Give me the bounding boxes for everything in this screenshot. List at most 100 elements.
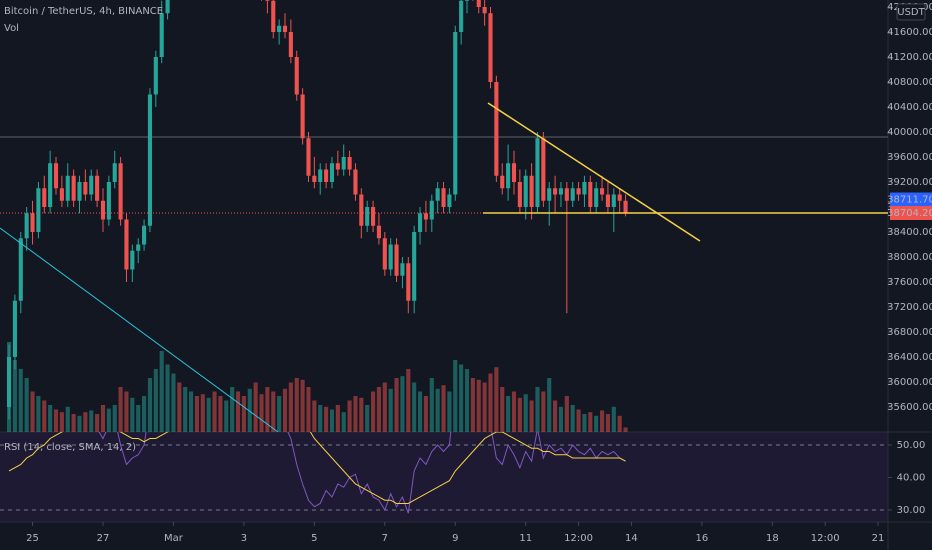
volume-bar [77,415,82,432]
symbol-title: Bitcoin / TetherUS, 4h, BINANCE [4,6,163,17]
volume-bar [447,391,452,432]
volume-bar [429,378,434,432]
candle-body [517,182,522,207]
x-tick-label: 9 [452,533,458,544]
volume-bar [417,391,423,432]
volume-bar [53,409,59,432]
y-tick-label: 39600.00 [887,152,932,163]
x-tick-label: 18 [766,533,779,544]
volume-bar [259,394,264,432]
candle-body [476,0,481,7]
x-tick-label: 25 [26,533,39,544]
volume-bar [124,391,129,432]
volume-bar [177,382,182,432]
volume-bar [617,415,622,432]
y-tick-label: 40.00 [897,472,926,483]
price-label: 38711.70 [887,195,932,206]
volume-bar [142,396,147,432]
volume-bar [277,396,282,432]
candle-body [605,194,610,207]
volume-bar [623,427,628,432]
volume-bar [470,378,475,432]
candle-body [347,157,352,170]
candle-body [511,163,517,182]
volume-bar [388,388,393,432]
candle-body [588,182,593,207]
candle-body [371,207,376,226]
volume-bar [230,387,235,432]
y-tick-label: 41200.00 [887,52,932,63]
candle-body [500,175,505,189]
volume-label: Vol [4,23,19,34]
price-pane [0,0,888,432]
volume-bar [200,394,205,432]
candle-body [89,175,94,195]
candle-body [65,175,70,201]
drawings [0,102,888,432]
volume-bar [65,406,70,432]
candle-body [71,175,76,201]
y-tick-label: 40800.00 [887,77,932,88]
volume-bar [423,396,428,432]
volume-bar [118,387,123,432]
candle-body [48,163,53,207]
volume-bar [341,412,346,432]
candle-body [529,175,534,207]
volume-bar [464,369,470,432]
y-tick-label: 30.00 [897,505,926,516]
candle-body [106,182,111,220]
candle-body [417,213,423,232]
volume-bar [600,410,605,432]
volume-bar [558,406,564,432]
volume-bar [235,391,241,432]
volume-bar [241,396,246,432]
candle-body [623,200,628,213]
volume-bar [36,396,41,432]
candle-body [277,25,282,32]
volume-bar [288,382,293,432]
volume-bar [130,397,135,432]
volume-bar [312,400,317,432]
volume-bar [100,405,106,432]
volume-bar [218,396,223,432]
currency: USDT [897,7,925,18]
candle-body [353,169,358,195]
volume-bar [183,387,188,432]
volume-bar [194,396,199,432]
y-tick-label: 40000.00 [887,127,932,138]
candle-body [388,244,393,270]
candle-body [42,188,47,207]
candle-body [435,188,440,201]
candle-body [558,188,564,195]
candle-body [570,188,575,201]
x-tick-label: 7 [382,533,388,544]
volume-bar [171,373,176,432]
candle-body [124,219,129,270]
volume-bar [605,414,610,432]
volume-bar [553,400,558,432]
volume-bar [95,414,100,432]
volume-bar [329,409,335,432]
candle-body [594,188,599,207]
volume-bar [324,406,329,432]
volume-bar [335,405,340,432]
volume-bar [89,410,94,432]
volume-bar [165,364,170,432]
volume-bar [576,409,581,432]
volume-bar [153,369,158,432]
candle-body [265,0,270,1]
candle-body [306,138,311,176]
volume-bar [18,369,23,432]
trend-line [487,102,701,242]
candle-body [482,7,487,14]
candle-body [423,213,428,220]
volume-bar [476,379,481,432]
volume-bar [435,388,440,432]
trend-line [0,227,279,432]
volume-bar [494,367,499,432]
candle-body [617,194,622,201]
volume-bar [306,387,311,432]
currency-badge[interactable] [896,3,926,21]
candle-body [6,357,12,407]
